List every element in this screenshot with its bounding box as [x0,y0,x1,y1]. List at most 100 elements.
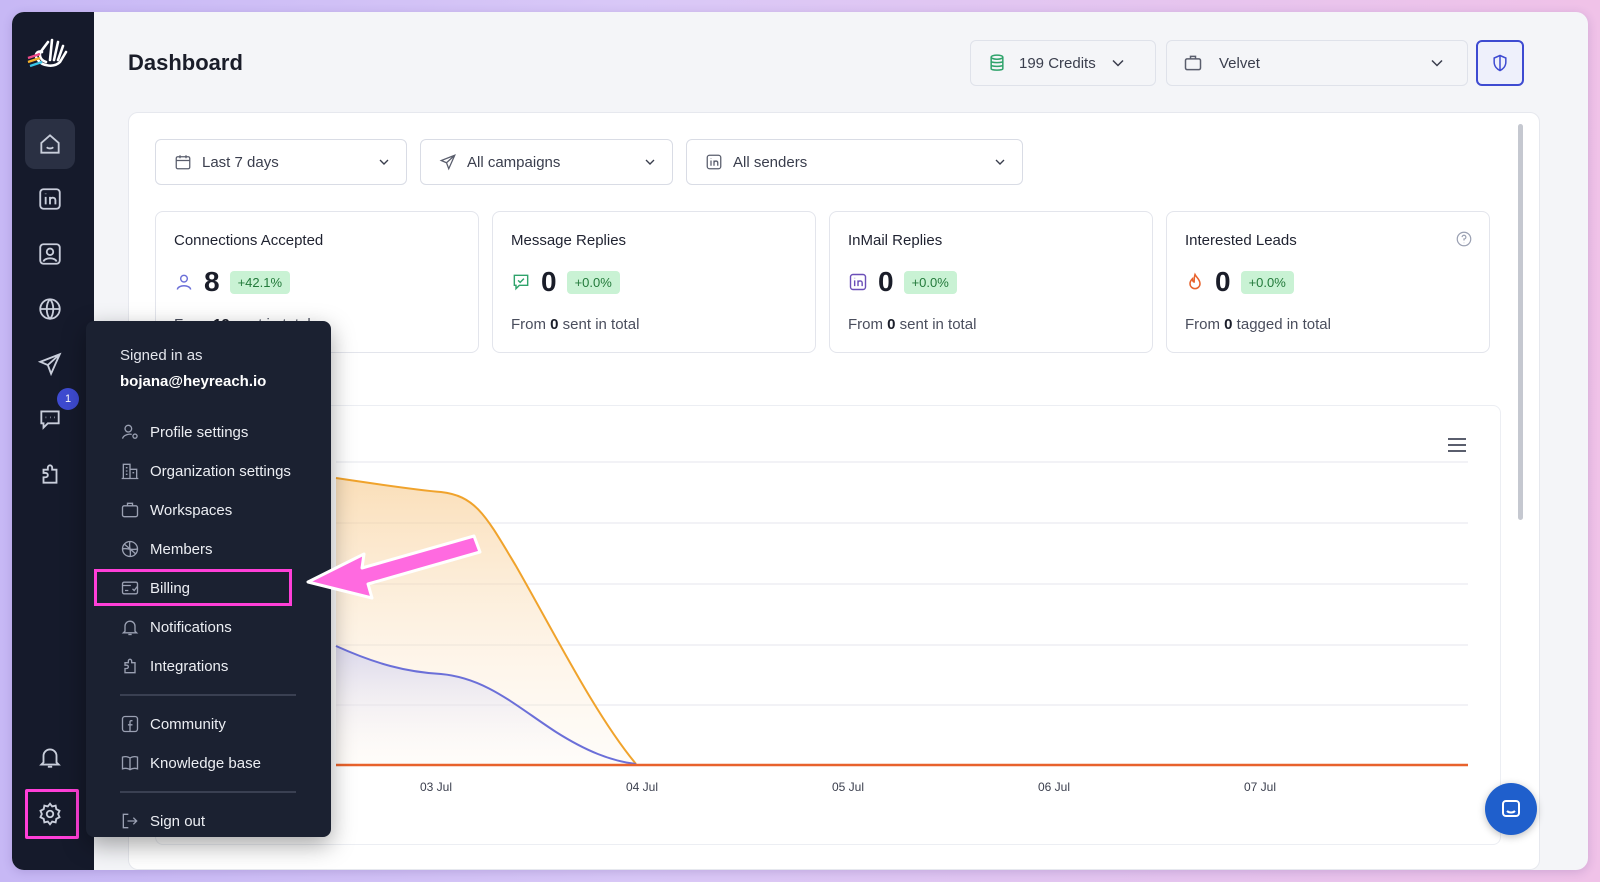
x-axis-label: 07 Jul [1244,780,1277,794]
puzzle-icon [124,658,136,674]
profile-settings-icon [121,424,138,439]
stat-value: 0 [1215,266,1231,297]
menu-item-integrations[interactable]: Integrations [120,654,228,678]
briefcase-icon [121,502,139,518]
organization-icon [121,463,139,480]
senders-label: All senders [733,153,808,171]
linkedin-icon [849,273,867,291]
sidebar-item-integrations[interactable] [25,449,75,499]
bell-icon [39,748,61,768]
content-scrollbar[interactable] [1518,124,1523,520]
stat-value: 0 [541,266,557,297]
stat-subtext: From 0 sent in total [511,316,640,333]
credits-label: 199 Credits [1019,54,1096,72]
sidebar-item-contacts[interactable] [25,229,75,279]
send-icon [37,352,62,377]
sign-out-icon [122,813,138,829]
chevron-down-icon [995,159,1005,165]
facebook-icon [121,715,139,733]
credits-dropdown[interactable]: 199 Credits [970,40,1156,86]
stat-title: Message Replies [511,232,627,249]
sidebar-item-notifications[interactable] [25,732,75,782]
menu-item-workspaces[interactable]: Workspaces [120,498,232,522]
activity-chart: 03 Jul 04 Jul 05 Jul 06 Jul 07 Jul [155,405,1501,845]
stat-title: Interested Leads [1185,232,1297,249]
contacts-icon [39,243,61,265]
heyreach-logo[interactable] [26,32,74,72]
menu-item-community[interactable]: Community [120,712,226,736]
bell-icon [121,620,139,636]
stat-card-inmail-replies[interactable]: InMail Replies 0 +0.0% From 0 sent in to… [829,211,1153,353]
chevron-down-icon [379,159,389,165]
stat-value: 8 [204,266,220,297]
menu-item-knowledge-base[interactable]: Knowledge base [120,751,261,775]
stat-change-badge: +42.1% [229,270,291,294]
members-icon [121,540,139,558]
send-icon [439,154,456,171]
app-window: 1 Dashboard 199 Credits Velvet Last 7 da… [12,12,1588,870]
senders-filter[interactable]: All senders [686,139,1023,185]
x-axis-label: 05 Jul [832,780,865,794]
x-axis-label: 04 Jul [626,780,659,794]
annotation-arrow [306,534,482,600]
user-icon [176,274,192,290]
campaigns-label: All campaigns [467,153,561,171]
menu-item-profile-settings[interactable]: Profile settings [120,420,248,444]
sidebar: 1 [12,12,94,870]
help-icon[interactable] [1455,230,1473,248]
user-menu: Signed in as bojana@heyreach.io Profile … [86,321,331,837]
sidebar-item-campaigns[interactable] [25,339,75,389]
security-button[interactable] [1476,40,1524,86]
settings-highlight-box [25,789,79,839]
x-axis-label: 03 Jul [420,780,453,794]
workspace-label: Velvet [1219,54,1260,72]
page-title: Dashboard [128,50,243,75]
stat-card-interested-leads[interactable]: Interested Leads 0 +0.0% From 0 tagged i… [1166,211,1490,353]
chat-icon [40,410,60,430]
puzzle-icon [42,464,58,484]
sidebar-item-web[interactable] [25,284,75,334]
briefcase-icon [1184,55,1202,71]
stat-card-message-replies[interactable]: Message Replies 0 +0.0% From 0 sent in t… [492,211,816,353]
menu-item-sign-out[interactable]: Sign out [120,809,205,833]
menu-item-members[interactable]: Members [120,537,213,561]
stat-subtext: From 0 tagged in total [1185,316,1331,333]
menu-item-notifications[interactable]: Notifications [120,615,232,639]
stat-change-badge: +0.0% [1240,270,1294,294]
chevron-down-icon [1112,59,1124,67]
chevron-down-icon [1431,59,1443,67]
linkedin-icon [706,154,722,170]
menu-divider [120,694,296,696]
dashboard-content: Last 7 days All campaigns All senders Co… [128,112,1540,870]
stat-title: Connections Accepted [174,232,324,249]
date-range-filter[interactable]: Last 7 days [155,139,407,185]
sidebar-item-home[interactable] [25,119,75,169]
stat-subtext: From 0 sent in total [848,316,977,333]
menu-item-organization-settings[interactable]: Organization settings [120,459,291,483]
menu-divider [120,791,296,793]
campaigns-filter[interactable]: All campaigns [420,139,673,185]
gear-icon [39,802,61,826]
chevron-down-icon [645,159,655,165]
sidebar-item-settings[interactable] [25,789,75,839]
stat-change-badge: +0.0% [903,270,957,294]
menu-item-billing[interactable]: Billing [120,576,190,600]
book-icon [121,755,139,771]
sidebar-item-inbox[interactable]: 1 [25,388,79,444]
chart-plot-area [335,461,1468,767]
calendar-icon [175,155,191,170]
series-b-area [336,646,636,764]
database-icon [990,54,1004,71]
linkedin-icon [39,188,61,210]
shield-icon [1493,54,1507,72]
sidebar-item-linkedin[interactable] [25,174,75,224]
stat-title: InMail Replies [848,232,943,249]
chat-bubble-icon [1502,800,1520,817]
series-a-line [335,477,637,765]
support-chat-button[interactable] [1485,783,1537,835]
billing-icon [121,581,139,595]
message-check-icon [513,274,529,291]
chart-menu-icon[interactable] [1448,438,1466,452]
workspace-dropdown[interactable]: Velvet [1166,40,1468,86]
stat-value: 0 [878,266,894,297]
